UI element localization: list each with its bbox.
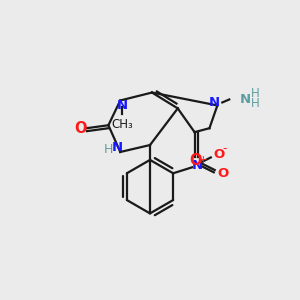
Text: N: N [191,159,203,172]
Text: N: N [209,96,220,109]
Text: -: - [223,142,227,155]
Text: O: O [213,148,224,161]
Text: O: O [189,153,202,168]
Text: O: O [217,167,228,180]
Text: +: + [199,155,207,165]
Text: H: H [250,87,260,100]
Text: O: O [74,121,87,136]
Text: N: N [239,93,251,106]
Text: N: N [112,140,123,154]
Text: CH₃: CH₃ [111,118,133,131]
Text: H: H [250,97,260,110]
Text: H: H [104,142,113,155]
Text: N: N [117,99,128,112]
